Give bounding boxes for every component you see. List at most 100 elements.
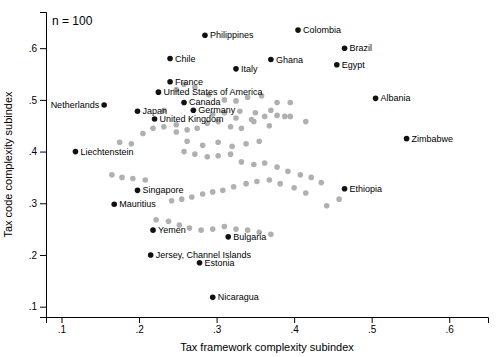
x-axis-tick-mark	[62, 317, 63, 323]
y-axis-tick-label: .1	[29, 301, 38, 312]
point	[161, 124, 167, 130]
point	[117, 139, 123, 145]
point	[189, 194, 195, 200]
point-label: France	[175, 77, 203, 87]
y-axis-tick: .6	[29, 43, 46, 54]
point	[153, 217, 159, 223]
point	[282, 114, 288, 120]
y-axis-tick-label: .4	[29, 146, 38, 157]
point	[295, 27, 301, 33]
point	[142, 177, 148, 183]
y-axis-tick-mark	[40, 100, 46, 101]
y-axis-tick-mark	[40, 48, 46, 49]
point	[267, 123, 273, 129]
point	[167, 56, 173, 62]
point-label: Egypt	[342, 60, 366, 70]
point	[167, 79, 173, 85]
point	[303, 190, 309, 196]
point	[233, 115, 239, 121]
point	[298, 172, 304, 178]
x-axis-tick-label: .5	[368, 324, 377, 335]
x-axis-tick: .3	[213, 317, 222, 335]
point	[204, 154, 210, 160]
x-axis: .1.2.3.4.5.6	[47, 317, 489, 335]
y-axis-tick-mark	[40, 152, 46, 153]
point	[303, 119, 309, 125]
point-label: Yemen	[158, 225, 186, 235]
point	[200, 143, 206, 149]
point	[215, 153, 221, 159]
point	[135, 108, 141, 114]
point	[173, 129, 179, 135]
point	[210, 226, 216, 232]
point	[181, 149, 187, 155]
point	[222, 224, 228, 230]
y-axis-tick-mark	[40, 307, 46, 308]
point	[268, 231, 274, 237]
point-label: Chile	[175, 54, 196, 64]
x-axis-tick-mark	[372, 317, 373, 323]
point	[184, 138, 190, 144]
point	[243, 181, 249, 187]
point	[140, 131, 146, 137]
point-series	[73, 27, 410, 300]
point	[274, 113, 280, 119]
point	[187, 225, 193, 231]
point	[277, 181, 283, 187]
x-axis-tick-label: .2	[135, 324, 144, 335]
x-axis-tick-label: .6	[446, 324, 455, 335]
point	[268, 107, 274, 113]
x-axis-tick-mark	[217, 317, 218, 323]
point-label: Estonia	[205, 258, 235, 268]
point	[251, 119, 257, 125]
point	[285, 168, 291, 174]
point	[262, 114, 268, 120]
point	[130, 176, 136, 182]
x-axis-line	[47, 318, 489, 324]
point	[251, 162, 257, 168]
points	[73, 27, 410, 300]
point	[169, 198, 175, 204]
point	[239, 126, 245, 132]
point	[222, 97, 228, 103]
point-label: Singapore	[143, 185, 184, 195]
y-axis-tick: .5	[29, 95, 46, 106]
point	[267, 177, 273, 183]
y-axis-tick: .2	[29, 250, 46, 261]
point	[148, 252, 154, 258]
point	[166, 219, 172, 225]
point-label: Bulgaria	[233, 232, 266, 242]
point	[215, 139, 221, 145]
point-label: United States of America	[163, 87, 262, 97]
point	[229, 144, 235, 150]
point	[198, 227, 204, 233]
y-axis-line	[40, 13, 47, 318]
point-label: Ethiopia	[350, 184, 383, 194]
point-label: Mauritius	[119, 199, 156, 209]
x-axis-tick: .2	[135, 317, 144, 335]
point	[101, 102, 107, 108]
point	[256, 138, 262, 144]
point	[268, 57, 274, 63]
y-axis-tick-label: .2	[29, 250, 38, 261]
point	[225, 234, 231, 240]
point	[202, 32, 208, 38]
point	[135, 188, 141, 194]
point	[233, 98, 239, 104]
point	[200, 191, 206, 197]
annotation: n = 100	[52, 14, 93, 28]
x-axis-tick-label: .3	[213, 324, 222, 335]
point	[192, 151, 198, 157]
point	[287, 114, 293, 120]
y-axis-title: Tax code complexity subindex	[2, 91, 14, 238]
x-axis-tick: .6	[446, 317, 455, 335]
point	[210, 189, 216, 195]
point-label: Liechtenstein	[80, 147, 133, 157]
chart: .1.2.3.4.5.6.1.2.3.4.5.6Tax framework co…	[0, 0, 500, 357]
point	[404, 136, 410, 142]
x-axis-tick-label: .1	[58, 324, 67, 335]
point	[274, 164, 280, 170]
point-label: Brazil	[350, 43, 373, 53]
point	[254, 179, 260, 185]
point	[253, 110, 259, 116]
